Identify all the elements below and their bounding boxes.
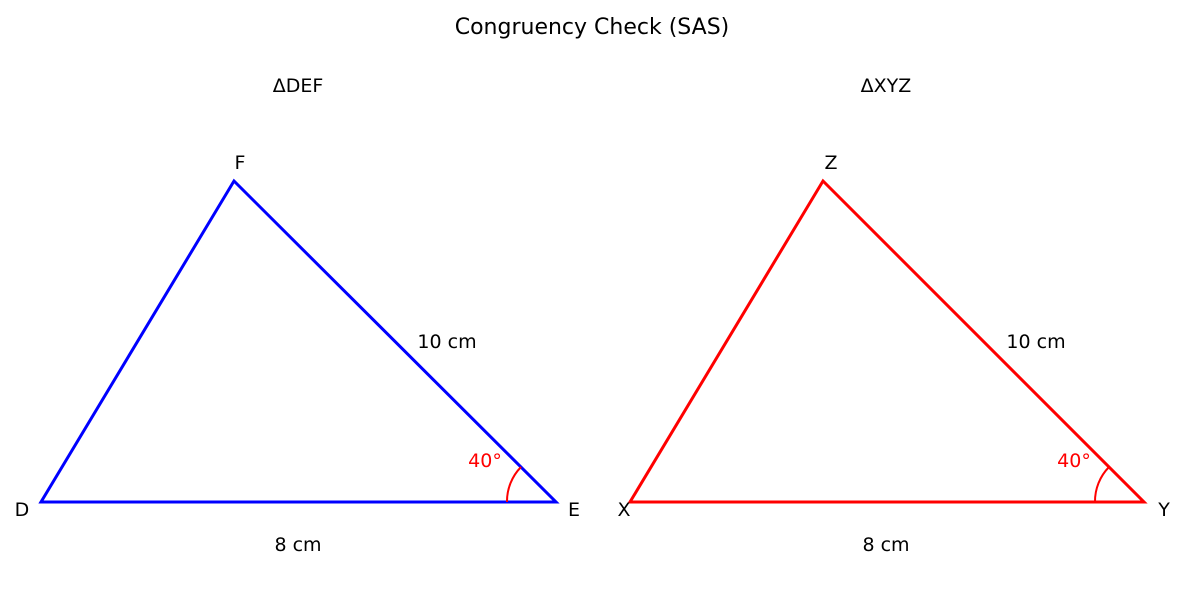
vertex-y-label: Y [1157, 499, 1170, 521]
vertex-x-label: X [617, 499, 630, 521]
vertex-f-label: F [235, 152, 246, 174]
diagram-title: Congruency Check (SAS) [455, 15, 730, 40]
angle-y-arc [1093, 466, 1110, 503]
triangle-def [38, 178, 560, 504]
vertex-e-label: E [568, 499, 580, 521]
triangle-xyz [627, 178, 1148, 504]
triangle-xyz-title: ΔXYZ [861, 75, 912, 97]
side-de-length: 8 cm [274, 534, 321, 556]
angle-y-label: 40° [1057, 450, 1091, 472]
side-yz-length: 10 cm [1006, 331, 1065, 353]
vertex-d-label: D [15, 499, 30, 521]
triangle-xyz-panel: ΔXYZ 40° X Y Z 8 cm 10 cm [617, 75, 1170, 556]
angle-e-label: 40° [468, 450, 502, 472]
vertex-z-label: Z [824, 152, 837, 174]
triangle-def-title: ΔDEF [273, 75, 324, 97]
triangle-def-panel: ΔDEF 40° D E F 8 cm 10 cm [15, 75, 580, 556]
angle-e-arc [505, 466, 522, 503]
side-xy-length: 8 cm [862, 534, 909, 556]
side-ef-length: 10 cm [417, 331, 476, 353]
